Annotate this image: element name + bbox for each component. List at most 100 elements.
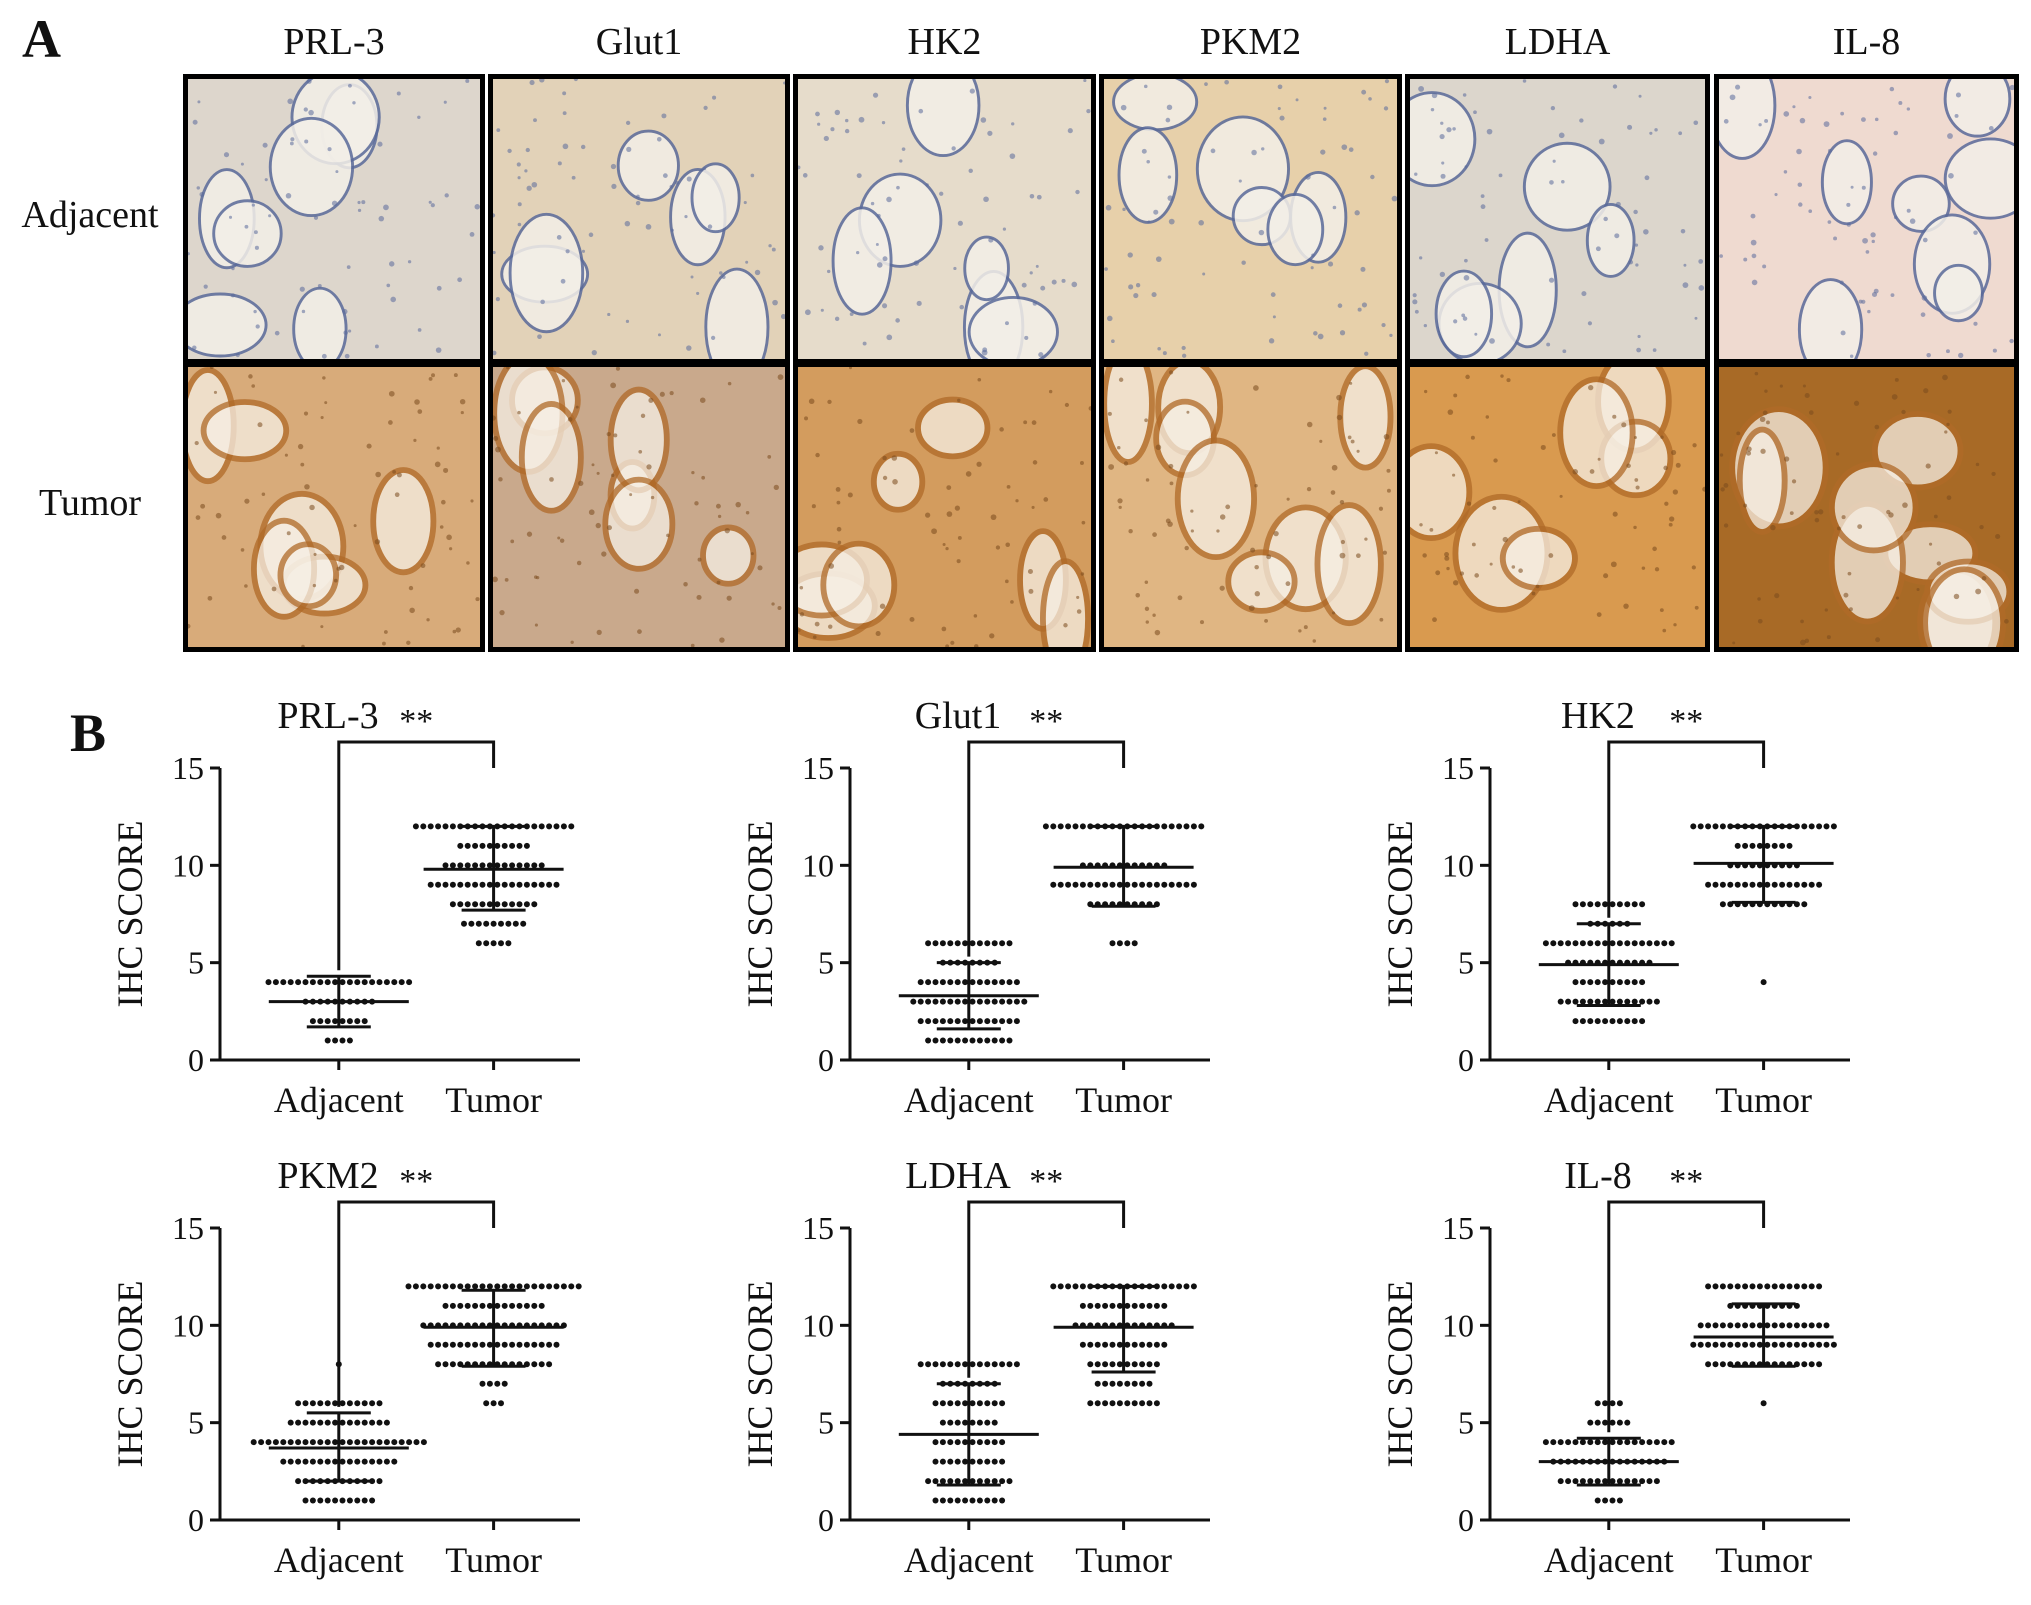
data-point [479,1283,486,1290]
data-point [1013,1361,1020,1368]
data-point [1124,1302,1131,1309]
y-tick-label: 15 [172,1210,204,1246]
data-point [376,1478,383,1485]
significance-bracket [967,1200,1126,1378]
data-point [346,1458,353,1465]
row-label-adjacent: Adjacent [21,194,159,236]
data-point [560,1283,567,1290]
data-point [932,1478,939,1485]
data-point [991,1439,998,1446]
data-point [1786,1283,1793,1290]
y-axis-label: IHC SCORE [1380,820,1420,1007]
data-point [947,940,954,947]
data-point [546,1341,553,1348]
data-point [501,1302,508,1309]
data-point [932,979,939,986]
data-point [1109,1341,1116,1348]
data-point [479,862,486,869]
data-point [1116,881,1123,888]
data-point [376,1419,383,1426]
data-point [925,1361,932,1368]
data-point [1065,1283,1072,1290]
data-point [1161,1302,1168,1309]
data-point [1124,1341,1131,1348]
data-point [1719,1361,1726,1368]
data-point [486,1283,493,1290]
data-point [954,998,961,1005]
data-point [1079,881,1086,888]
significance-marker: ** [1669,1163,1703,1200]
micrograph-hk2-adjacent [793,74,1096,364]
data-point [1116,940,1123,947]
data-point [1609,1400,1616,1407]
data-point [1624,901,1631,908]
data-point [501,1283,508,1290]
data-point [1705,1322,1712,1329]
data-point [483,1400,490,1407]
data-point [1013,979,1020,986]
data-point [468,920,475,927]
data-point [516,881,523,888]
data-point [1124,1400,1131,1407]
data-point [339,1497,346,1504]
data-point [947,979,954,986]
data-point [509,1283,516,1290]
data-point [1816,1341,1823,1348]
data-point [457,901,464,908]
data-point [939,1458,946,1465]
data-point [1079,1302,1086,1309]
data-point [976,1037,983,1044]
data-point [442,1283,449,1290]
data-point [1779,881,1786,888]
data-point [969,1018,976,1025]
data-point [969,998,976,1005]
data-point [309,1439,316,1446]
data-point [516,1283,523,1290]
micrograph-glut1-adjacent [488,74,790,364]
data-point [398,979,405,986]
data-point [1816,881,1823,888]
data-point [947,1419,954,1426]
data-point [1609,1478,1616,1485]
data-point [1102,881,1109,888]
data-point [339,1400,346,1407]
data-point [1050,823,1057,830]
data-point [1587,1419,1594,1426]
data-point [1139,1400,1146,1407]
data-point [1579,1478,1586,1485]
data-point [324,1458,331,1465]
data-point [1727,881,1734,888]
data-point [361,1400,368,1407]
data-point [939,1361,946,1368]
data-point [1602,1478,1609,1485]
data-point [991,940,998,947]
data-point [472,901,479,908]
data-point [925,940,932,947]
data-point [1609,940,1616,947]
data-point [531,881,538,888]
data-point [309,1458,316,1465]
data-point [435,1361,442,1368]
data-point [1749,842,1756,849]
data-point [490,1400,497,1407]
data-point [302,1439,309,1446]
data-point [917,979,924,986]
data-point [309,1400,316,1407]
data-point [1183,881,1190,888]
data-point [1801,823,1808,830]
data-point [1779,1322,1786,1329]
data-point [1624,1478,1631,1485]
data-point [531,862,538,869]
data-point [1550,940,1557,947]
data-point [1602,1400,1609,1407]
data-point [406,1439,413,1446]
data-point [1661,1439,1668,1446]
data-point [280,979,287,986]
data-point [1072,1283,1079,1290]
data-point [1102,1361,1109,1368]
data-point [317,1497,324,1504]
data-point [1727,1341,1734,1348]
data-point [1653,998,1660,1005]
data-point [1764,1283,1771,1290]
data-point [1801,901,1808,908]
